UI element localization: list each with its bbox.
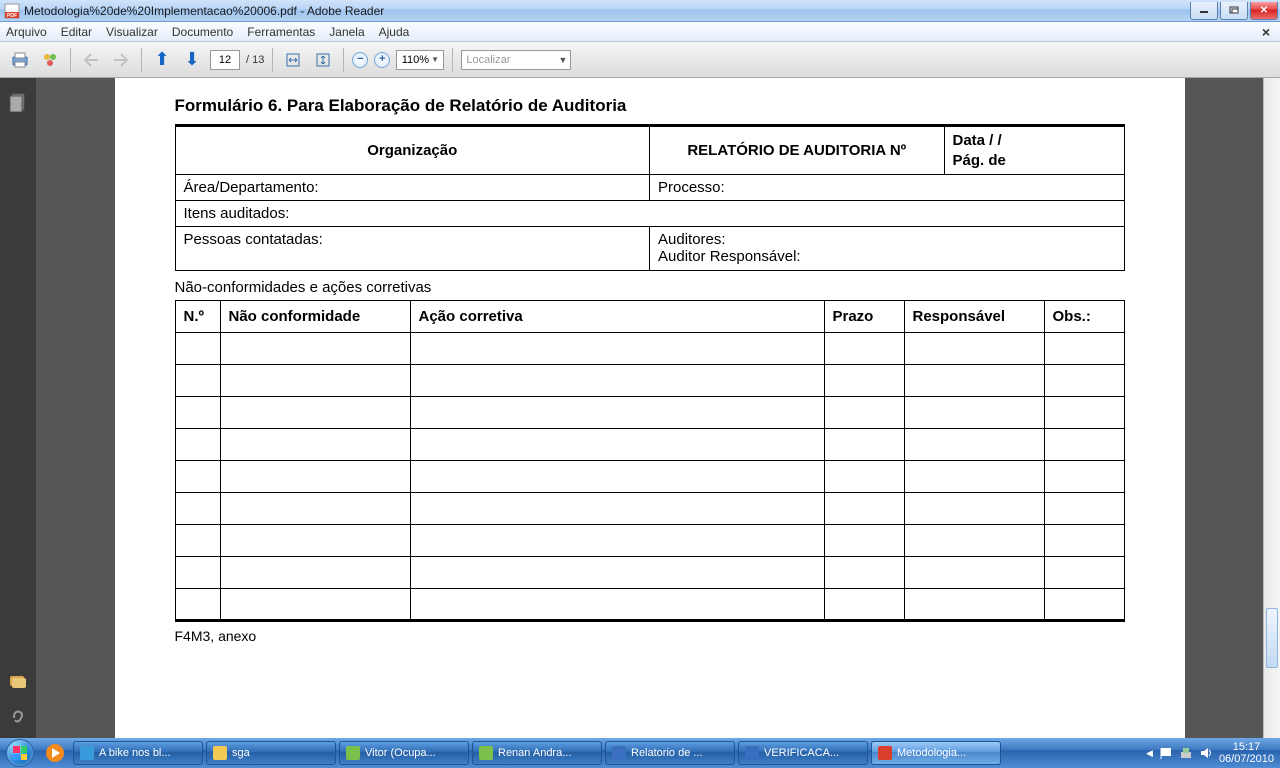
table-row <box>175 333 1124 365</box>
page-total: / 13 <box>246 54 264 66</box>
vertical-scrollbar[interactable] <box>1263 78 1280 738</box>
taskbar-item[interactable]: Metodologia... <box>871 741 1001 765</box>
maximize-button[interactable] <box>1220 2 1248 20</box>
window-title: Metodologia%20de%20Implementacao%20006.p… <box>24 4 384 18</box>
menu-documento[interactable]: Documento <box>172 25 233 39</box>
toolbar: ⬆ ⬇ 12 / 13 − + 110%▼ Localizar▼ <box>0 42 1280 78</box>
find-input[interactable]: Localizar▼ <box>461 50 571 70</box>
window-buttons: ✕ <box>1190 2 1280 20</box>
cell-proc: Processo: <box>650 175 1125 201</box>
form-header-table: Organização RELATÓRIO DE AUDITORIA Nº Da… <box>175 124 1125 271</box>
table-row <box>175 589 1124 621</box>
nc-table: N.º Não conformidade Ação corretiva Praz… <box>175 300 1125 622</box>
pages-panel-icon[interactable] <box>8 92 28 112</box>
col-ac: Ação corretiva <box>410 301 824 333</box>
close-button[interactable]: ✕ <box>1250 2 1278 20</box>
menu-janela[interactable]: Janela <box>329 25 364 39</box>
next-page-button[interactable] <box>109 48 133 72</box>
attachments-panel-icon[interactable] <box>8 706 28 726</box>
print-button[interactable] <box>8 48 32 72</box>
taskbar-item[interactable]: Renan Andra... <box>472 741 602 765</box>
menu-ajuda[interactable]: Ajuda <box>379 25 410 39</box>
taskbar-item[interactable]: A bike nos bl... <box>73 741 203 765</box>
fit-page-button[interactable] <box>311 48 335 72</box>
col-prazo: Prazo <box>824 301 904 333</box>
tray-clock[interactable]: 15:1706/07/2010 <box>1219 741 1274 765</box>
cell-pessoas: Pessoas contatadas: <box>175 227 650 271</box>
comments-panel-icon[interactable] <box>8 672 28 692</box>
table-row <box>175 429 1124 461</box>
start-button[interactable] <box>0 738 40 768</box>
taskbar-item[interactable]: Vitor (Ocupa... <box>339 741 469 765</box>
menu-ferramentas[interactable]: Ferramentas <box>247 25 315 39</box>
table-row <box>175 461 1124 493</box>
menu-arquivo[interactable]: Arquivo <box>6 25 47 39</box>
table-row <box>175 493 1124 525</box>
taskbar-item[interactable]: VERIFICACA... <box>738 741 868 765</box>
zoom-out-button[interactable]: − <box>352 52 368 68</box>
cell-org: Organização <box>175 126 650 175</box>
menu-close-icon[interactable]: × <box>1262 24 1270 40</box>
svg-text:PDF: PDF <box>7 13 17 19</box>
quick-launch <box>40 742 70 764</box>
page-down-button[interactable]: ⬇ <box>180 48 204 72</box>
form-title: Formulário 6. Para Elaboração de Relatór… <box>175 96 1125 116</box>
table-row <box>175 525 1124 557</box>
zoom-in-button[interactable]: + <box>374 52 390 68</box>
table-row <box>175 365 1124 397</box>
pdf-page: Formulário 6. Para Elaboração de Relatór… <box>115 78 1185 738</box>
minimize-button[interactable] <box>1190 2 1218 20</box>
nc-section-title: Não-conformidades e ações corretivas <box>175 271 1125 300</box>
col-nc: Não conformidade <box>220 301 410 333</box>
table-row <box>175 557 1124 589</box>
cell-area: Área/Departamento: <box>175 175 650 201</box>
cell-header: RELATÓRIO DE AUDITORIA Nº <box>650 126 945 175</box>
scrollbar-thumb[interactable] <box>1266 608 1278 668</box>
collab-button[interactable] <box>38 48 62 72</box>
table-row <box>175 397 1124 429</box>
document-viewport[interactable]: Formulário 6. Para Elaboração de Relatór… <box>36 78 1263 738</box>
tray-chevron-icon[interactable]: ◀ <box>1146 748 1153 759</box>
prev-page-button[interactable] <box>79 48 103 72</box>
menubar: Arquivo Editar Visualizar Documento Ferr… <box>0 22 1280 42</box>
system-tray: ◀ 15:1706/07/2010 <box>1146 741 1274 765</box>
tray-device-icon[interactable] <box>1179 746 1193 760</box>
cell-itens: Itens auditados: <box>175 201 1124 227</box>
taskbar-item[interactable]: sga <box>206 741 336 765</box>
content-area: Formulário 6. Para Elaboração de Relatór… <box>0 78 1280 738</box>
tray-volume-icon[interactable] <box>1199 746 1213 760</box>
taskbar-item[interactable]: Relatorio de ... <box>605 741 735 765</box>
fit-width-button[interactable] <box>281 48 305 72</box>
sidebar-gutter <box>0 78 36 738</box>
form-footer: F4M3, anexo <box>175 622 1125 644</box>
taskbar: A bike nos bl...sgaVitor (Ocupa...Renan … <box>0 738 1280 768</box>
col-obs: Obs.: <box>1044 301 1124 333</box>
cell-meta: Data / /Pág. de <box>944 126 1124 175</box>
menu-visualizar[interactable]: Visualizar <box>106 25 158 39</box>
tray-flag-icon[interactable] <box>1159 746 1173 760</box>
menu-editar[interactable]: Editar <box>61 25 92 39</box>
pdf-icon: PDF <box>4 3 20 19</box>
col-resp: Responsável <box>904 301 1044 333</box>
page-up-button[interactable]: ⬆ <box>150 48 174 72</box>
cell-auditores: Auditores:Auditor Responsável: <box>650 227 1125 271</box>
col-no: N.º <box>175 301 220 333</box>
zoom-input[interactable]: 110%▼ <box>396 50 444 70</box>
ql-media-icon[interactable] <box>44 742 66 764</box>
page-input[interactable]: 12 <box>210 50 240 70</box>
titlebar: PDF Metodologia%20de%20Implementacao%200… <box>0 0 1280 22</box>
